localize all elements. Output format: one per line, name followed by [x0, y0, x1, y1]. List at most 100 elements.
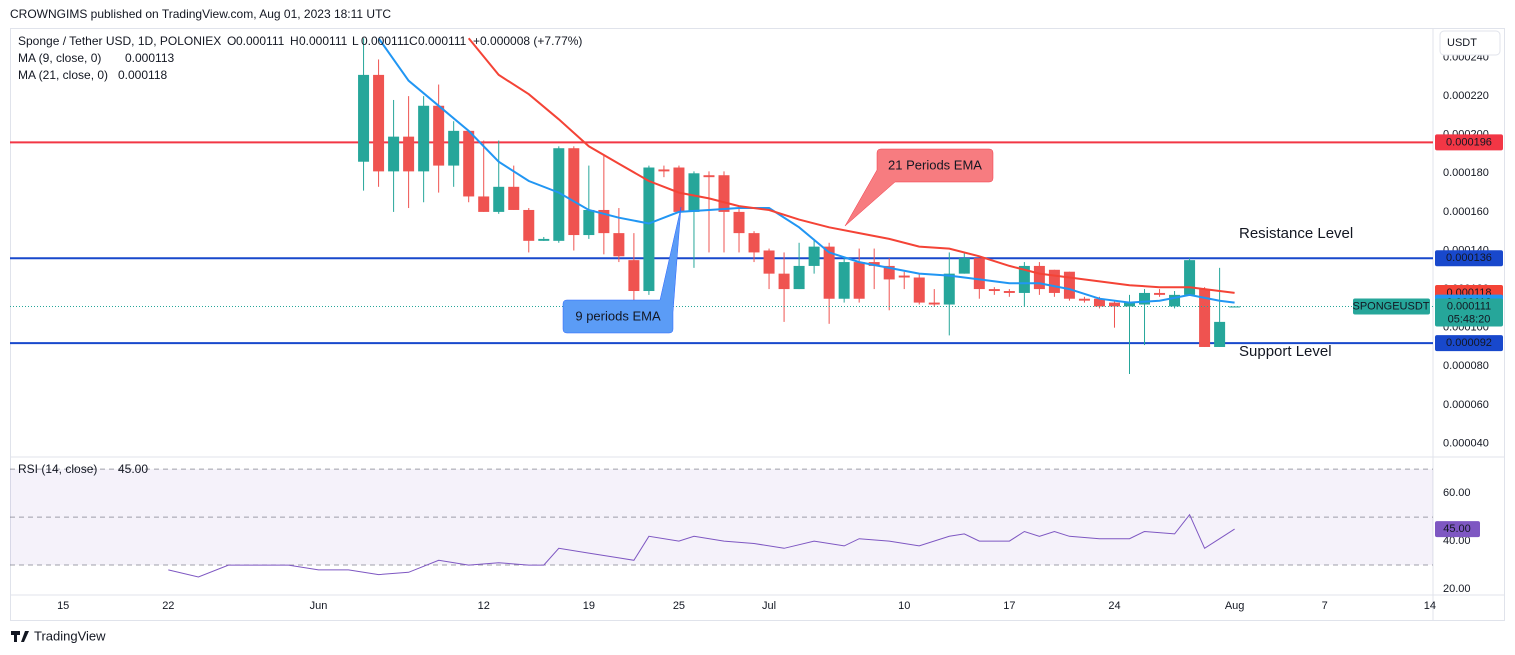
countdown: 05:48:20: [1448, 313, 1491, 325]
x-tick-label: Jun: [310, 600, 328, 612]
candle-body: [643, 167, 655, 292]
callout: [844, 148, 994, 227]
indicator-line: [377, 37, 1235, 304]
callout-text: 21 Periods EMA: [888, 157, 982, 172]
x-tick-label: 17: [1003, 600, 1015, 612]
x-tick-label: Aug: [1225, 600, 1245, 612]
candle-body: [358, 74, 370, 162]
level-tag-bg: [1435, 134, 1503, 151]
candle-body: [988, 289, 1000, 292]
candle-body: [838, 262, 850, 299]
candle-body: [568, 148, 580, 236]
last-price-tag: 0.000111: [1447, 300, 1491, 312]
candle-body: [1093, 298, 1105, 307]
level-tag: 0.000136: [1446, 252, 1492, 264]
candle-body: [448, 130, 460, 166]
rsi-tag-bg: [1435, 521, 1480, 538]
candle-body: [658, 169, 670, 172]
candle-body: [763, 250, 775, 274]
candle-body: [853, 262, 865, 299]
x-tick-label: 12: [478, 600, 490, 612]
ma-legend: MA (21, close, 0): [18, 68, 108, 82]
x-tick-label: Jul: [762, 600, 776, 612]
candle-body: [538, 238, 550, 241]
footer-logo: [11, 631, 29, 642]
candle-body: [673, 167, 685, 212]
candle-body: [1078, 298, 1090, 301]
rsi-tag: 45.00: [1443, 523, 1471, 535]
callout: [562, 206, 682, 334]
currency-button[interactable]: [1439, 30, 1501, 56]
ma-legend-value: 0.000113: [125, 51, 174, 65]
candle-body: [883, 265, 895, 280]
ohlc-letter: H: [290, 34, 299, 48]
ohlc-value: 0.000111: [361, 34, 410, 48]
level-tag: 0.000196: [1446, 136, 1492, 148]
y-tick-label: 0.000160: [1443, 206, 1489, 218]
x-tick-label: 15: [57, 600, 69, 612]
callout-text: 9 periods EMA: [575, 308, 661, 323]
candle-body: [1214, 321, 1226, 347]
last-price-bg: [1435, 298, 1503, 327]
candle-body: [688, 173, 700, 212]
footer: TradingView: [34, 628, 106, 643]
annotation: Resistance Level: [1239, 225, 1353, 242]
symbol-tag: SPONGEUSDT: [1352, 300, 1429, 312]
candle-body: [958, 258, 970, 274]
level-tag-bg: [1435, 335, 1503, 352]
rsi-tick-label: 20.00: [1443, 583, 1471, 595]
ma-legend: MA (9, close, 0): [18, 51, 101, 65]
candle-body: [508, 186, 520, 210]
indicator-line: [168, 513, 1235, 578]
candle-body: [718, 175, 730, 212]
ohlc-value: 0.000111: [236, 34, 285, 48]
candle-body: [403, 136, 415, 172]
ohlc-value: 0.000111: [299, 34, 348, 48]
candle-body: [463, 130, 475, 197]
y-tick-label: 0.000080: [1443, 360, 1489, 372]
candle-body: [1033, 265, 1045, 290]
level-tag-bg: [1435, 250, 1503, 267]
candle-body: [1124, 302, 1136, 307]
candle-body: [373, 74, 385, 172]
y-tick-label: 0.000180: [1443, 167, 1489, 179]
x-tick-label: 19: [583, 600, 595, 612]
y-tick-label: 0.000040: [1443, 437, 1489, 449]
ohlc-letter: O: [227, 34, 236, 48]
frame: [10, 28, 1505, 621]
logo: [11, 631, 29, 642]
ohlc-letter: L: [352, 34, 359, 48]
x-tick-label: 24: [1108, 600, 1120, 612]
x-tick-label: 10: [898, 600, 910, 612]
candle-body: [418, 105, 430, 172]
x-tick-label: 25: [673, 600, 685, 612]
ma-legend-value: 0.000118: [118, 68, 167, 82]
candle-body: [493, 186, 505, 212]
candle-body: [748, 233, 760, 253]
candle-body: [478, 196, 490, 212]
candle-body: [1063, 271, 1075, 299]
rsi-legend: RSI (14, close): [18, 462, 97, 476]
rsi-tick-label: 40.00: [1443, 535, 1471, 547]
candle-body: [913, 277, 925, 303]
change: +0.000008 (+7.77%): [473, 34, 582, 48]
candle-body: [943, 273, 955, 305]
y-tick-label: 0.000220: [1443, 90, 1489, 102]
candle-body: [733, 211, 745, 234]
x-tick-label: 22: [162, 600, 174, 612]
level-tag: 0.000092: [1446, 337, 1492, 349]
candle-body: [1184, 260, 1196, 295]
header: CROWNGIMS published on TradingView.com, …: [10, 7, 391, 21]
candle-body: [553, 148, 565, 241]
candle-body: [823, 246, 835, 299]
indicator-line: [467, 37, 1235, 294]
candle-body: [703, 175, 715, 178]
candle-body: [1003, 291, 1015, 293]
candle-body: [1154, 292, 1166, 295]
candle-body: [928, 302, 940, 305]
candle-body: [793, 265, 805, 290]
x-tick-label: 7: [1322, 600, 1328, 612]
ohlc-letter: C: [409, 34, 418, 48]
ohlc-value: 0.000111: [418, 34, 467, 48]
